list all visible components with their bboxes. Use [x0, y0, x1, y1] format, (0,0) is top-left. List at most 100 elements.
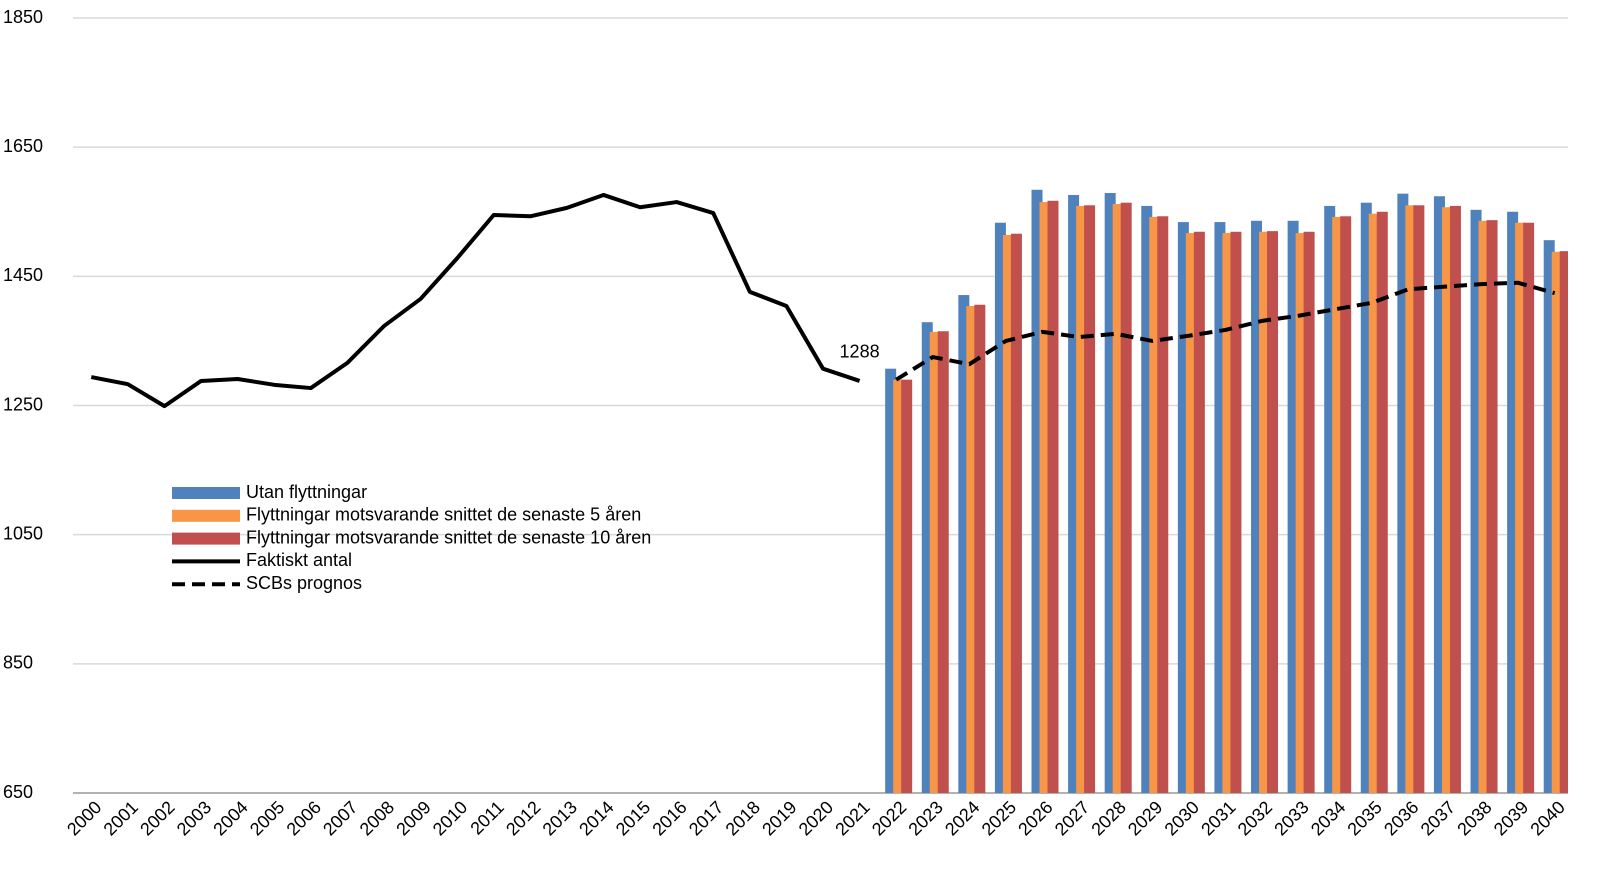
x-tick-label: 2003: [173, 797, 215, 839]
x-tick-label: 2000: [63, 797, 105, 839]
x-tick-label: 2007: [319, 797, 361, 839]
y-tick-label: 1450: [3, 265, 43, 285]
x-tick-label: 2025: [978, 797, 1020, 839]
x-tick-label: 2026: [1014, 797, 1056, 839]
bar: [1303, 231, 1315, 794]
x-tick-label: 2017: [685, 797, 727, 839]
y-tick-label: 1250: [3, 394, 43, 414]
bar: [958, 295, 970, 793]
bar: [1515, 222, 1527, 793]
bar: [1360, 202, 1372, 794]
bar: [1478, 220, 1490, 793]
x-tick-label: 2040: [1526, 797, 1568, 839]
x-tick-label: 2018: [722, 797, 764, 839]
y-tick-label: 1850: [3, 7, 43, 27]
x-tick-label: 2027: [1051, 797, 1093, 839]
x-tick-label: 2002: [136, 797, 178, 839]
x-tick-label: 2015: [612, 797, 654, 839]
x-tick-label: 2034: [1307, 797, 1349, 839]
bar: [1251, 220, 1263, 793]
x-tick-label: 2022: [868, 797, 910, 839]
bar: [1039, 202, 1051, 793]
bar: [1185, 233, 1197, 793]
legend-swatch: [172, 509, 240, 522]
legend-label: SCBs prognos: [246, 573, 362, 593]
bar: [1376, 211, 1388, 793]
bar: [994, 222, 1006, 793]
x-tick-label: 2039: [1490, 797, 1532, 839]
bar: [1010, 233, 1022, 794]
lines: [90, 192, 1556, 409]
bar: [1397, 193, 1409, 793]
line: [90, 192, 861, 409]
x-tick-label: 2004: [209, 797, 251, 839]
x-tick-label: 2024: [941, 797, 983, 839]
bar: [1368, 213, 1380, 793]
bar: [1287, 220, 1299, 793]
bar: [1507, 211, 1519, 793]
bar: [1267, 231, 1279, 793]
bar: [1177, 222, 1189, 794]
bar: [1222, 233, 1234, 793]
bar: [1259, 231, 1271, 794]
bars: [885, 189, 1568, 794]
bar: [1449, 205, 1461, 793]
x-tick-label: 2014: [575, 797, 617, 839]
legend-label: Flyttningar motsvarande snittet de senas…: [246, 527, 651, 547]
x-tick-label: 2005: [246, 797, 288, 839]
x-tick-label: 2029: [1124, 797, 1166, 839]
x-tick-label: 2006: [283, 797, 325, 839]
x-tick-label: 2021: [831, 797, 873, 839]
bar: [1157, 216, 1169, 794]
bar: [1523, 222, 1535, 793]
bar: [1551, 251, 1563, 793]
bar: [1559, 251, 1568, 794]
x-tick-label: 2032: [1234, 797, 1276, 839]
bar: [893, 379, 905, 793]
x-tick-label: 2013: [539, 797, 581, 839]
bar: [1295, 233, 1307, 793]
bar: [1433, 196, 1445, 793]
y-tick-label: 850: [3, 653, 33, 673]
x-tick-label: 2031: [1197, 797, 1239, 839]
bar: [974, 304, 986, 793]
bar: [1104, 193, 1116, 794]
bar: [1149, 216, 1161, 793]
data-label: 1288: [840, 342, 880, 362]
bar: [929, 331, 941, 793]
legend-swatch: [172, 487, 240, 499]
x-tick-label: 2010: [429, 797, 471, 839]
bar: [1332, 216, 1344, 793]
legend-label: Faktiskt antal: [246, 550, 352, 570]
bar: [1193, 231, 1205, 794]
bar: [1047, 200, 1059, 794]
legend: Utan flyttningar Flyttningar motsvarande …: [172, 482, 651, 593]
bar: [1441, 207, 1453, 793]
x-tick-label: 2038: [1453, 797, 1495, 839]
bar: [1324, 205, 1336, 793]
y-tick-label: 1650: [3, 136, 43, 156]
bar: [1543, 240, 1555, 793]
x-tick-label: 2016: [648, 797, 690, 839]
x-tick-label: 2033: [1270, 797, 1312, 839]
bar: [1084, 205, 1096, 793]
y-tick-label: 1050: [3, 523, 43, 543]
bar: [937, 331, 949, 793]
bar: [1405, 205, 1417, 793]
legend-label: Flyttningar motsvarande snittet de senas…: [246, 505, 641, 525]
bar: [1413, 205, 1425, 793]
bar: [1470, 209, 1482, 793]
x-tick-label: 2035: [1344, 797, 1386, 839]
bar: [1068, 194, 1080, 794]
legend-label: Utan flyttningar: [246, 482, 367, 502]
bar: [1230, 231, 1242, 794]
x-tick-label: 2030: [1161, 797, 1203, 839]
grid: [73, 17, 1568, 794]
bar: [966, 306, 978, 793]
bar: [885, 368, 897, 793]
y-tick-label: 650: [3, 782, 33, 802]
x-tick-label: 2036: [1380, 797, 1422, 839]
bar: [1214, 222, 1226, 794]
bar: [1486, 220, 1498, 794]
